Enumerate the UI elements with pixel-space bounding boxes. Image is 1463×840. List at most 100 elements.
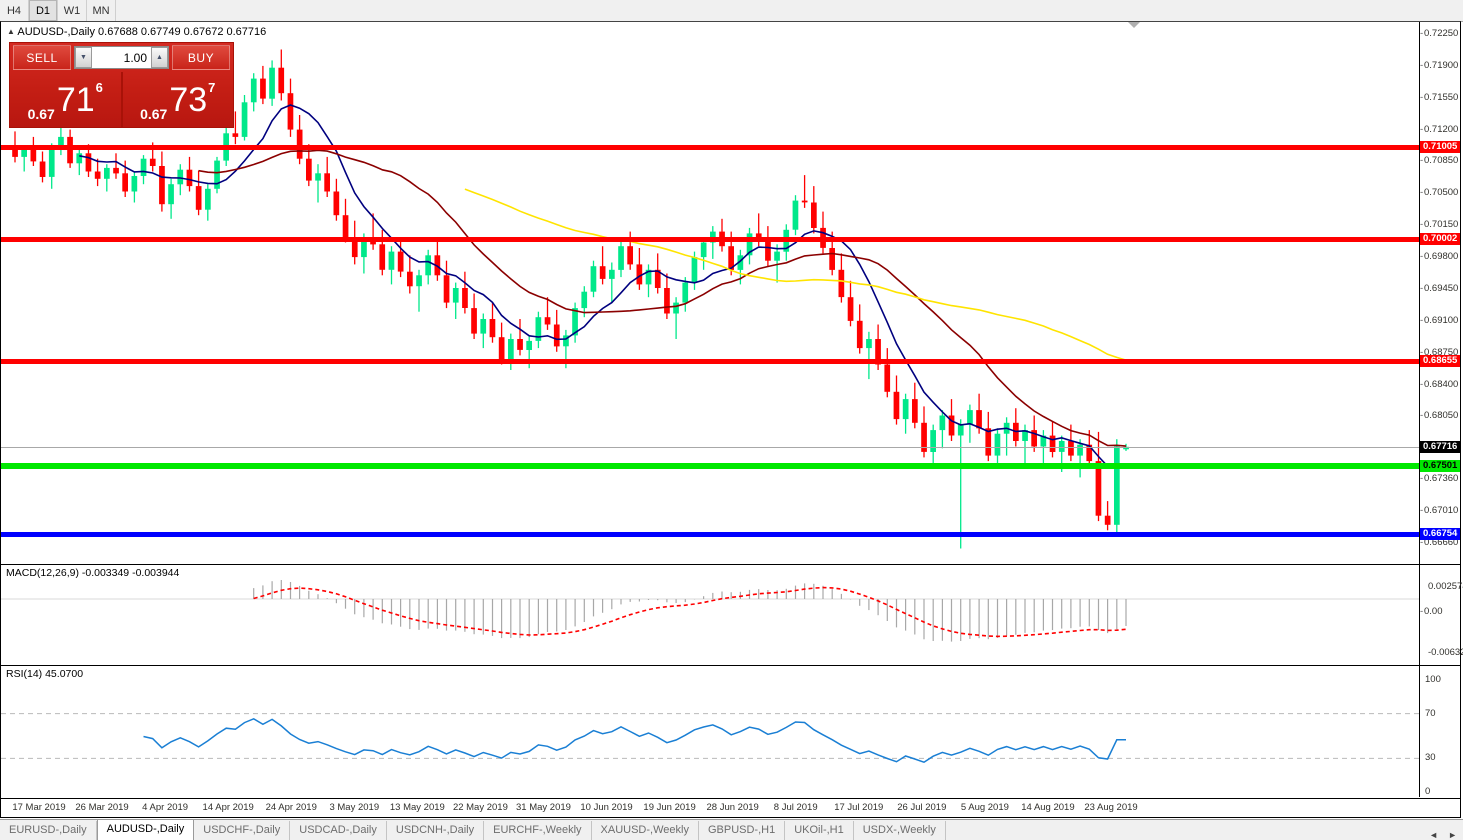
date-label: 23 Aug 2019: [1084, 802, 1138, 813]
sell-price[interactable]: 0.67 71 6: [10, 72, 123, 128]
price-tick: -0.67010: [1420, 505, 1459, 517]
price-level-label[interactable]: 0.67501: [1420, 460, 1460, 473]
chart-symbol-header: ▲ AUDUSD-,Daily 0.67688 0.67749 0.67672 …: [7, 26, 266, 38]
symbol-tabbar: EURUSD-,Daily AUDUSD-,Daily USDCHF-,Daily U…: [0, 819, 1463, 840]
buy-price-big: 73: [169, 81, 208, 119]
sell-price-prefix: 0.67: [27, 106, 55, 122]
price-tick: -0.69450: [1420, 282, 1459, 294]
level-line-resistance-3[interactable]: [1, 359, 1419, 365]
price-tick: -0.71200: [1420, 123, 1459, 135]
date-label: 10 Jun 2019: [580, 802, 633, 813]
timeframe-button-mn[interactable]: MN: [87, 0, 116, 21]
macd-pane: MACD(12,26,9) -0.003349 -0.003944 0.0025…: [1, 565, 1463, 665]
pane-separator-2: [1, 665, 1460, 666]
collapse-triangle-icon[interactable]: ▲: [7, 27, 15, 36]
timeframe-button-h4[interactable]: H4: [0, 0, 29, 21]
level-line-support-1[interactable]: [1, 463, 1419, 470]
symbol-tab-eurchf[interactable]: EURCHF-,Weekly: [484, 821, 592, 840]
volume-down-icon[interactable]: ▼: [75, 47, 92, 68]
scroll-right-icon[interactable]: ►: [1448, 830, 1457, 840]
price-tick: -0.70850: [1420, 155, 1459, 167]
symbol-tab-xauusd[interactable]: XAUUSD-,Weekly: [592, 821, 699, 840]
volume-up-icon[interactable]: ▲: [151, 47, 168, 68]
rsi-axis[interactable]: 100 70 30 0: [1419, 666, 1462, 797]
sell-price-big: 71: [56, 81, 95, 119]
symbol-tab-gbpusd[interactable]: GBPUSD-,H1: [699, 821, 786, 840]
timeframe-button-w1[interactable]: W1: [58, 0, 87, 21]
date-label: 5 Aug 2019: [960, 802, 1009, 813]
macd-svg: [1, 580, 1419, 642]
price-tick: -0.67360: [1420, 473, 1459, 485]
price-tick: -0.72250: [1420, 28, 1459, 39]
macd-tick: -0.006326: [1428, 647, 1463, 658]
date-label: 28 Jun 2019: [706, 802, 759, 813]
crosshair-marker-icon: [1128, 22, 1140, 28]
price-tick: -0.69100: [1420, 314, 1459, 326]
price-level-label[interactable]: 0.71005: [1420, 141, 1460, 154]
price-level-label[interactable]: 0.70002: [1420, 232, 1460, 245]
sell-button[interactable]: SELL: [13, 45, 71, 70]
date-label: 26 Mar 2019: [75, 802, 129, 813]
price-tick: -0.71550: [1420, 91, 1459, 103]
timeframe-toolbar: H4 D1 W1 MN: [0, 0, 1463, 22]
level-line-support-2[interactable]: [1, 532, 1419, 538]
level-line-last-price[interactable]: [1, 446, 1419, 448]
octp-controls: SELL ▼ 1.00 ▲ BUY: [10, 43, 233, 72]
price-tick: -0.68750: [1420, 346, 1459, 358]
symbol-tab-eurusd[interactable]: EURUSD-,Daily: [0, 821, 97, 840]
macd-axis[interactable]: 0.002574 -0.00 -0.006326: [1419, 565, 1463, 665]
date-label: 13 May 2019: [389, 802, 445, 813]
date-axis[interactable]: 17 Mar 2019 26 Mar 2019 4 Apr 2019 14 Apr 2…: [1, 798, 1460, 818]
buy-price-prefix: 0.67: [140, 106, 168, 122]
date-label: 19 Jun 2019: [643, 802, 696, 813]
volume-value[interactable]: 1.00: [123, 50, 147, 65]
date-label: 4 Apr 2019: [142, 802, 189, 813]
price-plot[interactable]: ▲ AUDUSD-,Daily 0.67688 0.67749 0.67672 …: [1, 22, 1419, 564]
price-tick: -0.66660: [1420, 537, 1459, 548]
timeframe-button-d1[interactable]: D1: [29, 0, 58, 21]
toolbar-spacer: [116, 0, 1463, 21]
chart-frame: ▲ AUDUSD-,Daily 0.67688 0.67749 0.67672 …: [0, 21, 1463, 818]
symbol-tab-usdx[interactable]: USDX-,Weekly: [854, 821, 946, 840]
macd-plot[interactable]: MACD(12,26,9) -0.003349 -0.003944: [1, 565, 1419, 665]
symbol-tab-ukoil[interactable]: UKOil-,H1: [785, 821, 854, 840]
macd-tick: -0.00: [1420, 606, 1443, 617]
level-line-resistance-1[interactable]: [1, 145, 1419, 151]
price-tick: -0.71900: [1420, 59, 1459, 71]
date-label: 24 Apr 2019: [265, 802, 317, 813]
buy-button[interactable]: BUY: [172, 45, 230, 70]
symbol-tab-usdcnh[interactable]: USDCNH-,Daily: [387, 821, 485, 840]
rsi-pane: RSI(14) 45.0700 100 70 30 0: [1, 666, 1460, 797]
rsi-svg: [1, 713, 1419, 764]
symbol-tab-usdcad[interactable]: USDCAD-,Daily: [290, 821, 387, 840]
volume-stepper[interactable]: ▼ 1.00 ▲: [74, 46, 169, 69]
macd-label: MACD(12,26,9) -0.003349 -0.003944: [6, 567, 180, 579]
symbol-tab-audusd[interactable]: AUDUSD-,Daily: [96, 819, 195, 840]
rsi-tick: 70: [1425, 708, 1436, 719]
sell-price-sup: 6: [95, 80, 103, 95]
date-label: 22 May 2019: [452, 802, 508, 813]
price-axis[interactable]: -0.72250 -0.71900 -0.71550 -0.71200 -0.70850…: [1419, 22, 1462, 564]
price-level-label[interactable]: 0.68655: [1420, 355, 1460, 368]
price-tick: -0.70150: [1420, 219, 1459, 231]
date-label: 3 May 2019: [329, 802, 380, 813]
buy-price[interactable]: 0.67 73 7: [123, 72, 234, 128]
tab-scroll-controls: ◄ ►: [1429, 830, 1463, 840]
date-label: 17 Jul 2019: [834, 802, 884, 813]
level-line-resistance-2[interactable]: [1, 236, 1419, 242]
scroll-left-icon[interactable]: ◄: [1429, 830, 1439, 840]
price-tick: -0.68400: [1420, 378, 1459, 390]
price-tick: -0.68050: [1420, 410, 1459, 422]
price-level-label[interactable]: 0.67716: [1420, 440, 1460, 453]
date-label: 14 Aug 2019: [1021, 802, 1075, 813]
price-level-label[interactable]: 0.66754: [1420, 528, 1460, 541]
macd-tick: 0.002574: [1428, 581, 1463, 592]
date-label: 26 Jul 2019: [897, 802, 947, 813]
date-label: 8 Jul 2019: [773, 802, 818, 813]
date-label: 14 Apr 2019: [202, 802, 254, 813]
price-tick: -0.70500: [1420, 187, 1459, 199]
symbol-tab-usdchf[interactable]: USDCHF-,Daily: [194, 821, 291, 840]
rsi-plot[interactable]: RSI(14) 45.0700: [1, 666, 1419, 797]
price-tick: -0.69800: [1420, 251, 1459, 263]
